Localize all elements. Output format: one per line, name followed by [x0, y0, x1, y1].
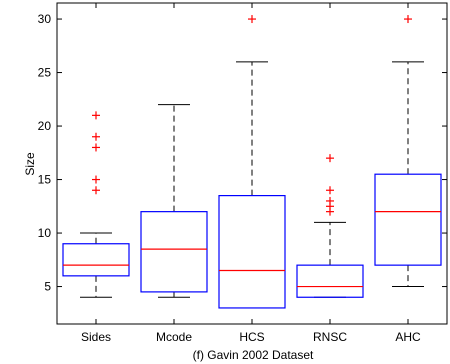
y-axis-label: Size	[23, 152, 37, 176]
y-tick-label: 15	[38, 173, 52, 187]
x-tick-label: RNSC	[313, 330, 347, 344]
outlier-marker	[326, 154, 334, 163]
outlier-marker	[326, 186, 334, 195]
x-tick-label: HCS	[239, 330, 264, 344]
outlier-marker	[92, 175, 100, 184]
iqr-box	[218, 195, 286, 309]
iqr-box	[374, 173, 442, 266]
outlier-marker	[92, 186, 100, 195]
outlier-marker	[326, 196, 334, 205]
chart-title: (f) Gavin 2002 Dataset	[193, 348, 314, 362]
y-tick-label: 5	[44, 280, 51, 294]
iqr-box	[296, 264, 364, 298]
y-tick-label: 30	[38, 12, 52, 26]
outlier-marker	[248, 15, 256, 24]
outlier-marker	[92, 143, 100, 152]
y-tick-label: 10	[38, 226, 52, 240]
x-tick-label: Mcode	[156, 330, 192, 344]
outlier-marker	[92, 111, 100, 120]
outlier-marker	[404, 15, 412, 24]
iqr-box	[140, 211, 208, 293]
x-tick-label: Sides	[81, 330, 111, 344]
outlier-marker	[92, 132, 100, 141]
y-tick-label: 20	[38, 119, 52, 133]
x-tick-label: AHC	[395, 330, 421, 344]
y-tick-label: 25	[38, 66, 52, 80]
iqr-box	[62, 243, 130, 277]
